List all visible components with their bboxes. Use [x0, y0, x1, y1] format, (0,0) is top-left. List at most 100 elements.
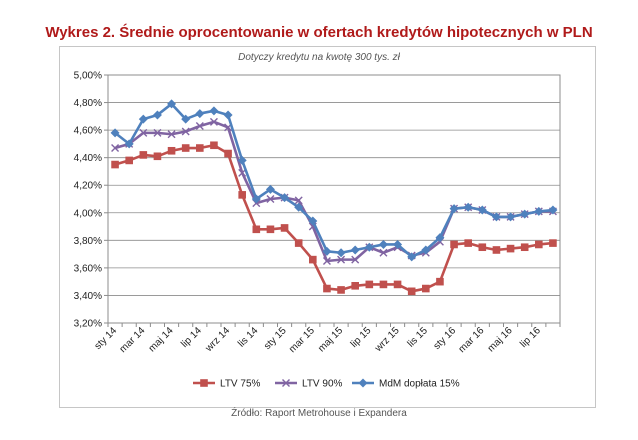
data-point [110, 128, 120, 138]
x-tick-label: wrz 14 [203, 325, 233, 355]
series-line [114, 102, 554, 259]
x-marker-stroke [322, 257, 331, 265]
data-point [379, 248, 388, 257]
chart-subtitle: Dotyczy kredytu na kwotę 300 tys. zł [238, 52, 400, 63]
data-point [294, 202, 304, 212]
data-point [478, 243, 487, 252]
data-point [125, 156, 133, 165]
y-tick-label: 4,20% [74, 181, 102, 192]
data-point [124, 139, 134, 149]
chart-title: Wykres 2. Średnie oprocentowanie w ofert… [45, 24, 593, 41]
x-tick-label: lip 14 [179, 325, 204, 350]
x-tick-label: sty 16 [432, 325, 459, 352]
y-tick-label: 4,80% [74, 98, 102, 109]
data-point [251, 194, 261, 204]
data-point [378, 239, 388, 249]
legend-label: LTV 90% [302, 379, 342, 390]
data-point [450, 240, 458, 249]
data-point [492, 246, 501, 254]
x-tick-label: lip 16 [518, 325, 543, 350]
x-tick-label: lis 15 [406, 325, 431, 350]
data-point [308, 216, 318, 226]
data-point [520, 243, 529, 252]
y-tick-label: 5,00% [74, 71, 102, 82]
x-marker-stroke [294, 196, 303, 205]
series-ltv-75- [111, 141, 557, 296]
legend-label: LTV 75% [220, 379, 260, 390]
x-marker-stroke [181, 127, 190, 136]
data-point [224, 149, 232, 158]
data-point [280, 224, 289, 232]
source-note: Źródło: Raport Metrohouse i Expandera [231, 408, 407, 419]
data-point [152, 110, 162, 120]
legend-item: LTV 75% [193, 379, 260, 390]
data-point [407, 287, 416, 296]
y-axis-ticks: 3,20% 3,40% 3,60% 3,80% 4,00% 4,20% 4,40% 4,60%… [74, 71, 108, 330]
x-marker-stroke [282, 379, 290, 387]
legend-item: MdM dopłata 15% [352, 378, 460, 390]
data-point [167, 146, 176, 155]
data-point [477, 205, 487, 215]
data-point [210, 141, 218, 150]
data-point [548, 205, 558, 215]
x-marker-stroke [153, 128, 162, 137]
data-point [153, 152, 162, 161]
data-point [365, 280, 374, 289]
data-point [209, 106, 219, 116]
data-point [435, 233, 445, 243]
data-point [181, 144, 190, 152]
x-tick-label: maj 16 [486, 325, 515, 354]
x-marker-stroke [111, 144, 120, 153]
data-point [200, 379, 208, 387]
data-point [167, 99, 177, 109]
gridlines [107, 74, 561, 324]
x-tick-label: mar 14 [118, 325, 148, 355]
x-tick-label: lip 15 [349, 325, 374, 350]
data-point [491, 212, 501, 222]
data-point [336, 248, 346, 258]
series-group [110, 99, 558, 296]
data-point [309, 255, 317, 264]
plot-area-border [107, 74, 561, 324]
legend-label: MdM dopłata 15% [379, 379, 460, 390]
data-point [294, 196, 303, 205]
data-point [322, 257, 331, 265]
data-point [266, 225, 275, 234]
data-point [196, 144, 204, 152]
data-point [322, 246, 332, 256]
data-point [153, 128, 162, 137]
data-point [323, 284, 331, 293]
data-point [138, 114, 148, 124]
x-marker-stroke [167, 130, 176, 139]
data-point [195, 121, 204, 130]
data-point [209, 117, 218, 126]
data-point [223, 110, 233, 120]
y-tick-label: 3,20% [74, 319, 102, 330]
data-point [337, 255, 346, 264]
data-point [139, 151, 148, 159]
data-point [282, 379, 290, 387]
y-tick-label: 3,80% [74, 236, 102, 247]
x-marker-stroke [351, 255, 360, 264]
data-point [195, 109, 205, 119]
data-point [463, 202, 473, 212]
data-point [422, 284, 430, 293]
data-point [237, 155, 247, 165]
data-point [252, 225, 261, 234]
data-point [407, 252, 417, 262]
data-point [337, 286, 345, 294]
x-marker-stroke [337, 255, 346, 264]
x-marker-stroke [266, 195, 275, 203]
data-point [350, 245, 360, 255]
data-point [181, 127, 190, 136]
x-tick-label: maj 15 [316, 325, 345, 354]
y-tick-label: 3,60% [74, 263, 102, 274]
data-point [167, 130, 176, 139]
x-marker-stroke [379, 248, 388, 257]
data-point [238, 191, 246, 199]
x-tick-label: sty 15 [262, 325, 289, 352]
data-point [421, 245, 431, 255]
data-point [393, 239, 403, 249]
data-point [535, 240, 543, 249]
